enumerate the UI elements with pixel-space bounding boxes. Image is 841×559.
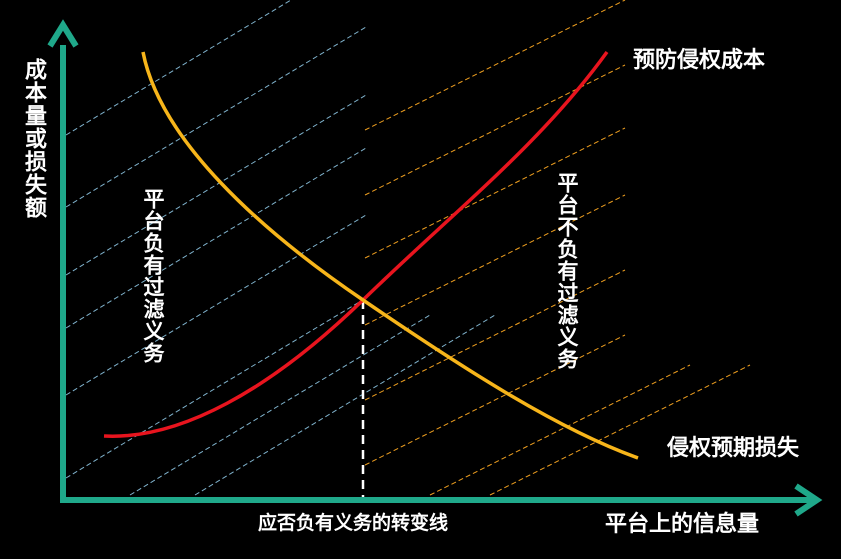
left-region-hatching (65, 0, 496, 496)
left-hatch-line (194, 314, 496, 496)
series-prevention-cost-line (103, 50, 609, 438)
series-expected-loss-line (141, 51, 639, 460)
y-axis-arrowhead (47, 19, 79, 48)
right-hatch-line (489, 364, 751, 496)
region-left-label: 平台负有过滤义务 (141, 188, 165, 364)
left-hatch-line (65, 214, 367, 396)
right-hatch-line (429, 364, 691, 496)
right-hatch-line (364, 194, 626, 326)
left-hatch-line (65, 94, 367, 276)
right-hatch-line (364, 127, 626, 259)
switch-line-label: 应否负有义务的转变线 (258, 512, 449, 534)
right-hatch-line (364, 0, 626, 131)
x-axis-arrowhead (794, 483, 823, 517)
y-axis (47, 19, 79, 500)
region-right-label: 平台不负有过滤义务 (555, 172, 579, 370)
left-hatch-line (129, 314, 431, 496)
x-axis (60, 483, 823, 517)
x-axis-label: 平台上的信息量 (605, 512, 760, 537)
right-hatch-line (364, 334, 626, 466)
left-hatch-line (65, 147, 367, 329)
left-hatch-line (65, 26, 367, 208)
right-hatch-line (364, 269, 626, 401)
y-axis-label: 成本量或损失额 (21, 58, 46, 219)
right-region-hatching (364, 0, 751, 496)
series-prevention-cost-label: 预防侵权成本 (633, 48, 766, 73)
left-hatch-line (65, 0, 292, 136)
left-hatch-line (65, 297, 367, 479)
series-expected-loss-label: 侵权预期损失 (667, 436, 800, 461)
